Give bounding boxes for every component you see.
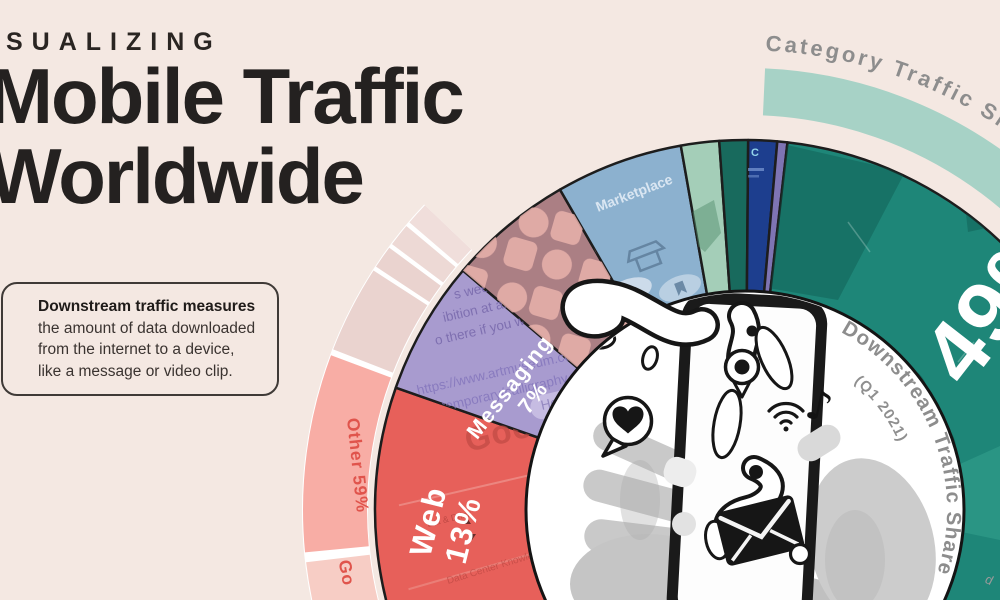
outer-sliver-3 bbox=[409, 205, 472, 265]
doodle-small-circle bbox=[788, 542, 812, 566]
worm-doodle-outside bbox=[560, 278, 720, 347]
heart-icon bbox=[612, 406, 644, 434]
web-ui-triangles bbox=[463, 518, 476, 540]
definition-heading: Downstream traffic measures bbox=[38, 298, 256, 315]
screen-doodles: ♪ bbox=[591, 301, 838, 566]
doodle-oval-2 bbox=[641, 345, 659, 371]
video-photo-shadow bbox=[765, 142, 905, 300]
outer-sliver-2 bbox=[392, 225, 456, 283]
title-kicker: SUALIZING bbox=[6, 28, 222, 56]
location-pin-dot bbox=[734, 359, 750, 375]
page-title: Mobile Traffic Worldwide bbox=[0, 52, 465, 220]
definition-line-3: like a message or video clip. bbox=[38, 362, 233, 380]
title-line-2: Worldwide bbox=[0, 132, 365, 220]
doodle-capsule-1 bbox=[754, 325, 794, 391]
shop-icon bbox=[626, 239, 667, 273]
bookmark-icon bbox=[674, 280, 688, 296]
doodle-worm1-fill bbox=[565, 283, 716, 343]
navy-ui-line1 bbox=[748, 168, 764, 171]
outer-sliver-1 bbox=[376, 247, 441, 303]
outer-breakdown-ring bbox=[302, 204, 473, 600]
camera-dot bbox=[746, 325, 758, 337]
hand-phone-photo: ♪ bbox=[570, 293, 936, 600]
heart-speech-bubble bbox=[601, 395, 654, 458]
navy-ui-letter: C bbox=[751, 147, 759, 159]
definition-line-1: the amount of data downloaded bbox=[38, 319, 256, 337]
wifi-icon bbox=[767, 401, 805, 432]
outer-band-other bbox=[303, 355, 392, 553]
definition-line-2: from the internet to a device, bbox=[38, 341, 235, 358]
fingertip-2 bbox=[672, 512, 696, 536]
title-line-1: Mobile Traffic bbox=[0, 52, 465, 140]
google-label-group: Go bbox=[335, 558, 360, 588]
navy-ui-line2 bbox=[748, 175, 759, 178]
doodle-dot-b bbox=[749, 465, 763, 479]
hand-shading-1 bbox=[620, 460, 660, 540]
hand-shading-2 bbox=[825, 510, 885, 600]
outer-band-wide bbox=[333, 270, 428, 374]
google-share-label: Go bbox=[335, 558, 360, 588]
right-palm bbox=[808, 458, 936, 600]
bookmark-pill bbox=[659, 274, 701, 302]
navy-watermark: C bbox=[748, 147, 764, 178]
definition-box: Downstream traffic measures the amount o… bbox=[1, 282, 279, 396]
category-arc-band bbox=[762, 68, 1000, 209]
right-thumb bbox=[797, 424, 841, 462]
fingertip-nail bbox=[663, 456, 697, 488]
finger-2 bbox=[583, 469, 693, 523]
doodle-capsule-2 bbox=[711, 388, 743, 460]
outer-band-google bbox=[306, 554, 378, 600]
envelope-icon bbox=[715, 495, 805, 566]
